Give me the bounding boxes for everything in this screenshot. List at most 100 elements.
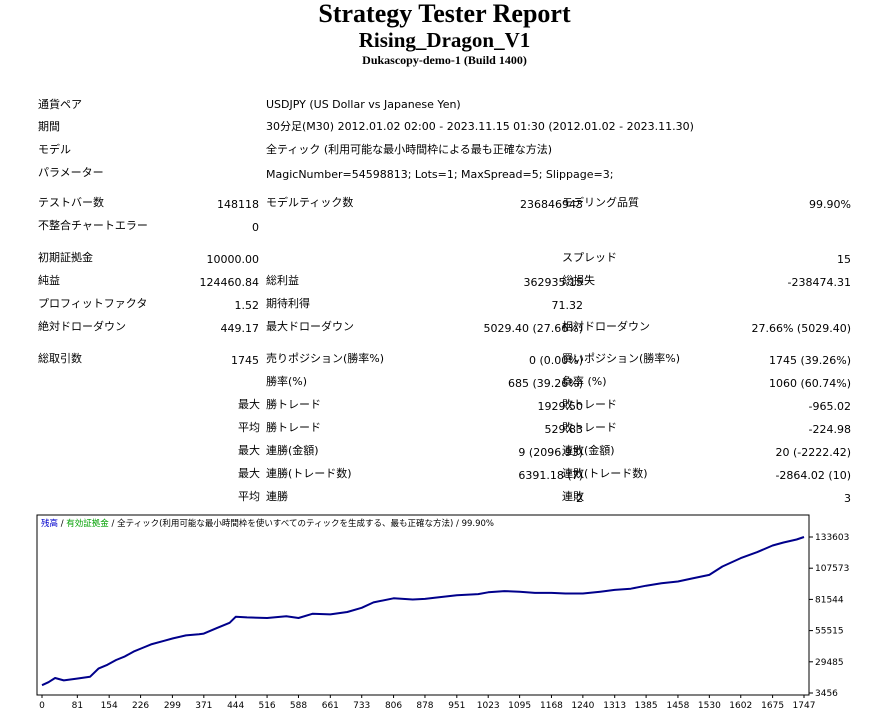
period-label: 期間 [38,120,60,133]
short-value: 0 (0.00%) [528,354,583,367]
avg-win-label: 勝トレード [266,421,321,434]
x-tick-label: 1458 [666,701,689,711]
avg-consec-losses-value: 3 [844,492,851,505]
x-tick-label: 1747 [793,701,816,711]
bars-label: テストバー数 [38,196,104,209]
x-tick-label: 81 [72,701,83,711]
params-label: パラメーター [38,166,104,179]
avg-prefix: 平均 [238,490,260,503]
x-tick-label: 951 [448,701,465,711]
mismatch-label: 不整合チャートエラー [38,219,148,232]
bars-value: 148118 [217,198,259,211]
y-tick-label: 133603 [815,533,849,543]
x-tick-label: 1023 [477,701,500,711]
rel-dd-label: 相対ドローダウン [562,320,650,333]
max-consec-profit-label: 連勝(トレード数) [266,467,352,480]
max-dd-label: 最大ドローダウン [266,320,354,333]
max-consec-losses-label: 連敗(金額) [562,444,615,457]
x-tick-label: 1602 [729,701,752,711]
max-prefix: 最大 [238,444,260,457]
gross-profit-label: 総利益 [266,274,299,287]
legend-sep: / [58,519,66,529]
x-tick-label: 588 [290,701,307,711]
max-consec-loss-value: -2864.02 (10) [775,469,851,482]
x-tick-label: 1168 [540,701,563,711]
x-tick-label: 1385 [635,701,658,711]
symbol-label: 通貨ペア [38,98,82,111]
spread-value: 15 [837,253,851,266]
winrate-label: 勝率(%) [266,375,308,388]
x-tick-label: 806 [385,701,402,711]
deposit-label: 初期証拠金 [38,251,93,264]
y-tick-label: 107573 [815,564,849,574]
max-prefix: 最大 [238,398,260,411]
trades-value: 1745 [231,354,259,367]
x-tick-label: 154 [101,701,118,711]
model-label: モデル [38,143,71,156]
chart-legend: 残高 / 有効証拠金 / 全ティック(利用可能な最小時間枠を使いすべてのティック… [41,518,494,529]
winrate-value: 685 (39.26%) [507,377,583,390]
x-tick-label: 371 [195,701,212,711]
largest-loss-label: 敗トレード [562,398,617,411]
ea-name: Rising_Dragon_V1 [358,28,531,52]
period-value: 30分足(M30) 2012.01.02 02:00 - 2023.11.15 … [266,120,694,133]
trades-label: 総取引数 [38,352,82,365]
max-prefix: 最大 [238,467,260,480]
report-title: Strategy Tester Report [318,0,571,28]
balance-line [41,536,805,687]
model-value: 全ティック (利用可能な最小時間枠による最も正確な方法) [266,143,553,156]
x-tick-label: 1240 [571,701,594,711]
largest-loss-value: -965.02 [808,400,851,413]
y-tick-label: 3456 [815,689,838,699]
rel-dd-value: 27.66% (5029.40) [751,322,851,335]
pf-value: 1.52 [234,299,260,312]
lossrate-value: 1060 (60.74%) [768,377,851,390]
avg-loss-label: 敗トレード [562,421,617,434]
legend-margin: 有効証拠金 [66,518,109,529]
max-consec-wins-value: 9 (2096.93) [518,446,583,459]
legend-quality: 99.90% [462,519,494,529]
abs-dd-value: 449.17 [220,322,260,335]
avg-consec-wins-label: 連勝 [266,490,288,503]
x-tick-label: 1313 [603,701,626,711]
x-tick-label: 878 [416,701,433,711]
max-consec-loss-label: 連敗(トレード数) [562,467,648,480]
x-tick-label: 1530 [698,701,721,711]
avg-prefix: 平均 [238,421,260,434]
legend-sep: / [453,519,461,529]
largest-win-value: 1929.50 [537,400,584,413]
gross-loss-label: 総損失 [562,274,595,287]
lossrate-label: 負率 (%) [562,375,607,388]
x-tick-label: 661 [322,701,339,711]
pf-label: プロフィットファクタ [38,297,148,310]
legend-model: 全ティック(利用可能な最小時間枠を使いすべてのティックを生成する、最も正確な方法… [117,518,453,529]
short-label: 売りポジション(勝率%) [266,352,385,365]
gross-loss-value: -238474.31 [787,276,851,289]
avg-consec-wins-value: 2 [576,492,583,505]
long-value: 1745 (39.26%) [768,354,851,367]
x-tick-label: 516 [258,701,275,711]
y-tick-label: 81544 [815,595,844,605]
net-label: 純益 [38,274,60,287]
avg-win-value: 529.83 [544,423,584,436]
gross-profit-value: 362935.15 [523,276,584,289]
expected-label: 期待利得 [266,297,310,310]
params-value: MagicNumber=54598813; Lots=1; MaxSpread=… [266,168,614,181]
legend-balance: 残高 [41,518,58,529]
abs-dd-label: 絶対ドローダウン [38,320,126,333]
max-dd-value: 5029.40 (27.66%) [483,322,583,335]
largest-win-label: 勝トレード [266,398,321,411]
x-tick-label: 444 [227,701,244,711]
x-tick-label: 226 [132,701,149,711]
max-consec-losses-value: 20 (-2222.42) [775,446,851,459]
avg-loss-value: -224.98 [808,423,851,436]
x-tick-label: 299 [164,701,181,711]
max-consec-wins-label: 連勝(金額) [266,444,319,457]
deposit-value: 10000.00 [206,253,260,266]
balance-chart: 残高 / 有効証拠金 / 全ティック(利用可能な最小時間枠を使いすべてのティック… [36,514,849,711]
x-tick-label: 1675 [761,701,784,711]
x-tick-label: 0 [39,701,45,711]
max-consec-profit-value: 6391.18 (7) [518,469,583,482]
y-tick-label: 29485 [815,658,844,668]
x-tick-label: 1095 [508,701,531,711]
